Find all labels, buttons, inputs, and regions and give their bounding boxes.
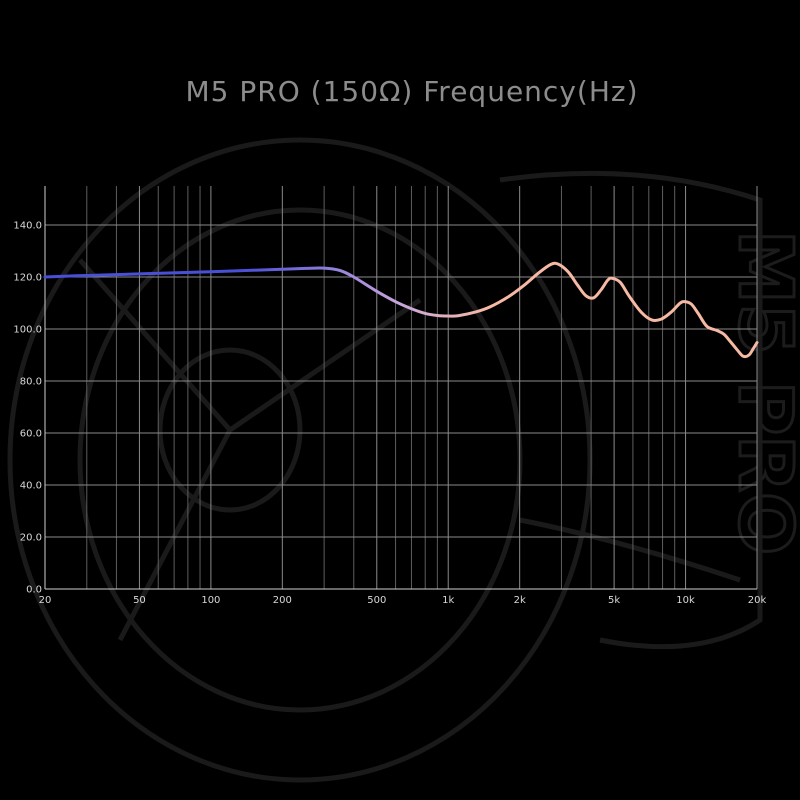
y-tick-label-120: 120.0 — [13, 273, 42, 284]
y-tick-label-60: 60.0 — [20, 429, 42, 440]
x-axis-tick-labels: 20 50 100 200 500 1k 2k 5k 10k 20k — [39, 595, 767, 606]
x-tick-label-5k: 5k — [608, 595, 620, 606]
y-tick-label-140: 140.0 — [13, 221, 42, 232]
x-tick-label-200: 200 — [273, 595, 292, 606]
x-tick-label-20: 20 — [39, 595, 52, 606]
grid-lines — [44, 186, 758, 589]
y-tick-label-80: 80.0 — [20, 377, 42, 388]
series-layer — [43, 261, 759, 359]
y-tick-label-40: 40.0 — [20, 481, 42, 492]
x-tick-label-50: 50 — [133, 595, 146, 606]
x-tick-label-1k: 1k — [442, 595, 454, 606]
x-tick-label-20k: 20k — [748, 595, 767, 606]
watermark-text: M5 PRO — [722, 230, 800, 555]
y-tick-label-0: 0.0 — [26, 585, 42, 596]
chart-title: M5 PRO (150Ω) Frequency(Hz) — [186, 75, 639, 108]
watermark-headphone-graphic: M5 PRO — [7, 137, 800, 783]
axes — [44, 186, 757, 590]
y-axis-tick-labels: 0.0 20.0 40.0 60.0 80.0 100.0 120.0 140.0 — [13, 221, 42, 596]
x-tick-label-500: 500 — [367, 595, 386, 606]
x-tick-label-2k: 2k — [514, 595, 526, 606]
y-tick-label-100: 100.0 — [13, 325, 42, 336]
y-tick-label-20: 20.0 — [20, 533, 42, 544]
x-tick-label-10k: 10k — [676, 595, 695, 606]
frequency-response-line — [43, 261, 759, 359]
x-tick-label-100: 100 — [201, 595, 220, 606]
